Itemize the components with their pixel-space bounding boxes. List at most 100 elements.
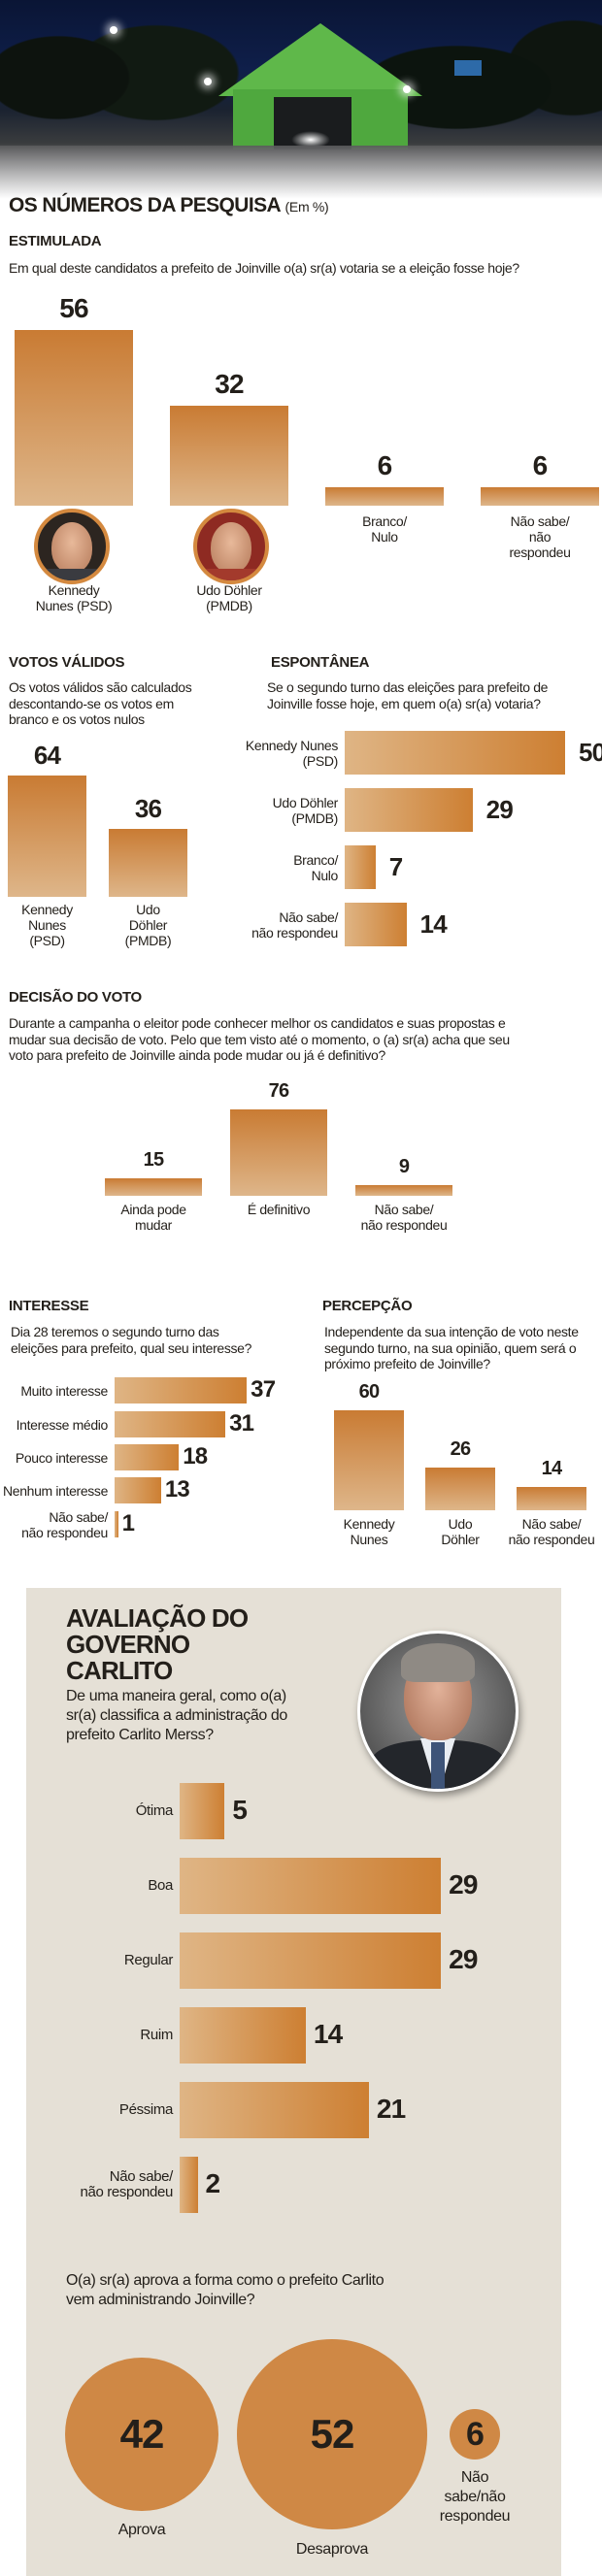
- value-label: 29: [485, 794, 514, 824]
- value-label: 31: [229, 1410, 254, 1437]
- question-interesse: Dia 28 teremos o segundo turno das eleiç…: [11, 1324, 252, 1356]
- section-title-percepcao: PERCEPÇÃO: [322, 1298, 413, 1314]
- carlito-merss-photo: [357, 1631, 518, 1792]
- value-label: 64: [33, 741, 61, 771]
- value-label: 6: [377, 449, 393, 480]
- value-label: 60: [358, 1381, 380, 1404]
- bar-interesse: [115, 1444, 180, 1470]
- value-label: 13: [164, 1476, 190, 1503]
- bar-estimulada: [481, 486, 599, 506]
- street-lamp: [403, 85, 411, 93]
- section-title-espontanea: ESPONTÂNEA: [271, 654, 370, 671]
- kennedy-nunes-photo: [34, 509, 110, 584]
- value-label: 15: [143, 1149, 164, 1172]
- category-label: Muito interesse: [20, 1382, 108, 1399]
- category-label: Não sabe/ não respondeu: [80, 2168, 173, 2200]
- bar-percepcao: [517, 1487, 586, 1510]
- category-label: Não sabe/ não respondeu: [509, 513, 571, 560]
- bar-decisao: [230, 1109, 327, 1196]
- category-label: Ótima: [135, 1802, 174, 1819]
- value-label: 14: [541, 1458, 562, 1480]
- category-label: Não sabe/ não respondeu: [251, 908, 338, 941]
- bar-espontanea: [345, 788, 473, 832]
- question-aprovacao: O(a) sr(a) aprova a forma como o prefeit…: [66, 2272, 385, 2308]
- bar-avaliacao: [180, 1932, 442, 1989]
- shirt-shape: [38, 569, 106, 580]
- category-label: Pouco interesse: [15, 1449, 109, 1466]
- bar-interesse: [115, 1377, 248, 1404]
- road-sign: [454, 60, 482, 76]
- value-label: 29: [449, 1869, 478, 1900]
- value-label: 14: [313, 2019, 343, 2050]
- car-headlights: [291, 131, 330, 149]
- value-label: 26: [450, 1437, 471, 1460]
- tie-shape: [431, 1742, 445, 1789]
- bar-avaliacao: [180, 2157, 198, 2213]
- value-label: 9: [398, 1156, 410, 1178]
- value-label: 76: [268, 1080, 289, 1103]
- bar-avaliacao: [180, 2007, 306, 2064]
- category-label: Udo Döhler (PMDB): [196, 582, 262, 613]
- value-label: 32: [215, 368, 244, 399]
- hair-shape: [401, 1643, 475, 1682]
- gate-roof: [218, 23, 422, 96]
- bar-estimulada: [15, 330, 133, 506]
- category-label: Udo Döhler (PMDB): [272, 794, 339, 826]
- question-espontanea: Se o segundo turno das eleições para pre…: [267, 679, 549, 711]
- question-decisao: Durante a campanha o eleitor pode conhec…: [9, 1015, 510, 1063]
- question-avaliacao: De uma maneira geral, como o(a) sr(a) cl…: [66, 1688, 287, 1743]
- section-title-decisao: DECISÃO DO VOTO: [9, 989, 142, 1006]
- bubble-1: 52: [237, 2339, 427, 2529]
- bar-avaliacao: [180, 1783, 225, 1839]
- street-lamp: [110, 26, 117, 34]
- category-label: Péssima: [118, 2101, 173, 2118]
- question-percepcao: Independente da sua intenção de voto nes…: [324, 1324, 579, 1371]
- category-label: Kennedy Nunes (PSD): [21, 902, 73, 948]
- category-label: Nenhum interesse: [3, 1482, 109, 1499]
- question-votos-validos: Os votos válidos são calculados desconta…: [9, 679, 192, 727]
- bar-espontanea: [345, 845, 376, 889]
- bar-interesse: [115, 1477, 161, 1503]
- value-label: 37: [251, 1376, 276, 1404]
- category-label: Ainda pode mudar: [120, 1202, 186, 1233]
- face-shape: [51, 522, 92, 573]
- value-label: 2: [205, 2168, 221, 2199]
- category-label: Udo Döhler: [441, 1516, 480, 1547]
- value-label: 6: [532, 449, 549, 480]
- bar-interesse: [115, 1511, 118, 1537]
- category-label: Boa: [148, 1877, 173, 1894]
- bar-avaliacao: [180, 1858, 442, 1914]
- category-label: Desaprova: [295, 2541, 369, 2558]
- bar-espontanea: [345, 903, 407, 946]
- header-photo: [0, 0, 602, 199]
- value-label: 36: [134, 793, 162, 823]
- category-label: Não sabe/ não respondeu: [508, 1516, 595, 1547]
- value-label: 29: [449, 1944, 478, 1975]
- bubble-2: 6: [450, 2409, 500, 2460]
- category-label: Kennedy Nunes (PSD): [35, 582, 113, 613]
- bubble-0: 42: [65, 2358, 218, 2511]
- value-label: 18: [183, 1443, 208, 1470]
- title-text: OS NÚMEROS DA PESQUISA: [9, 194, 281, 216]
- bar-estimulada: [170, 405, 288, 506]
- value-label: 56: [59, 293, 88, 324]
- category-label: Kennedy Nunes (PSD): [245, 737, 338, 769]
- section-title-votos-validos: VOTOS VÁLIDOS: [9, 654, 125, 671]
- bar-percepcao: [425, 1467, 495, 1510]
- bar-avaliacao: [180, 2082, 369, 2138]
- category-label: Ruim: [140, 2027, 173, 2043]
- bar-interesse: [115, 1411, 226, 1437]
- road: [0, 146, 602, 199]
- category-label: Udo Döhler (PMDB): [124, 902, 172, 948]
- category-label: Branco/ Nulo: [362, 513, 407, 545]
- bar-espontanea: [345, 731, 565, 775]
- bar-decisao: [355, 1185, 452, 1196]
- category-label: Regular: [123, 1952, 173, 1968]
- value-label: 14: [419, 908, 448, 939]
- category-label: Aprova: [117, 2522, 166, 2538]
- bar-validos: [8, 776, 86, 897]
- category-label: Não sabe/ não respondeu: [21, 1508, 108, 1540]
- value-label: 50: [579, 737, 602, 767]
- bar-decisao: [105, 1178, 202, 1196]
- face-shape: [211, 522, 251, 573]
